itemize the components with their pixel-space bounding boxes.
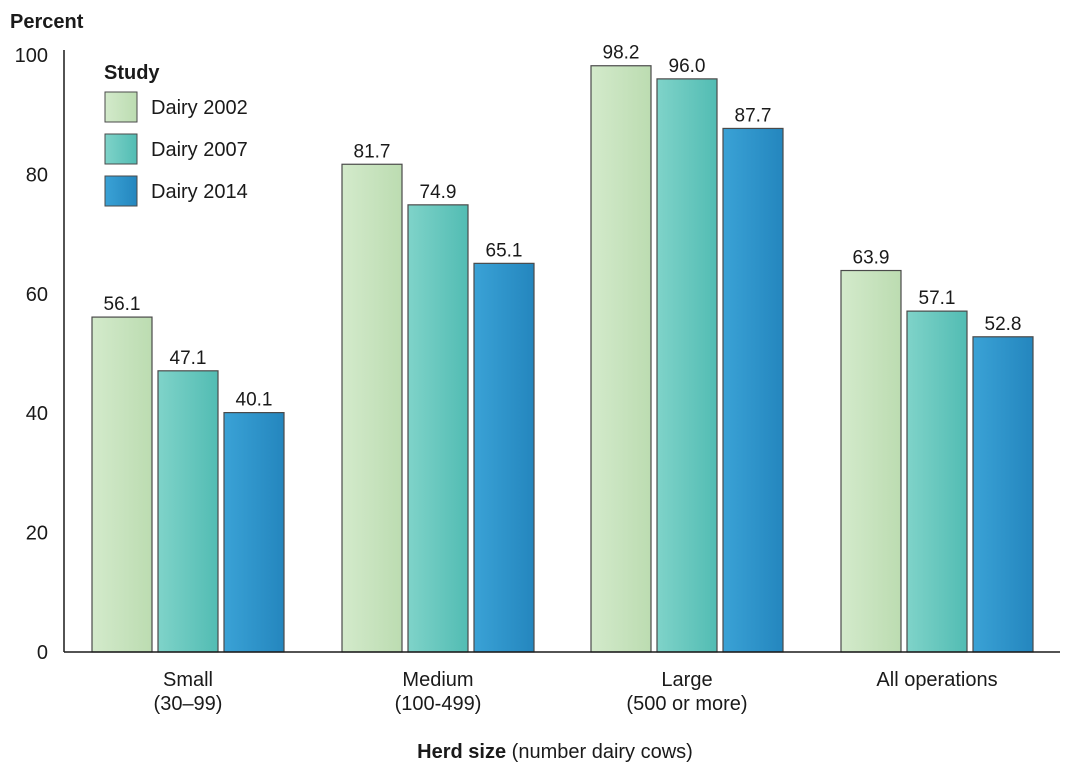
bar-dairy-2014	[972, 336, 1034, 653]
x-axis-label-bold: Herd size	[417, 741, 506, 763]
x-category-label-line: Medium	[402, 669, 473, 691]
x-axis-label: Herd size (number dairy cows)	[417, 741, 693, 763]
legend-entry-label: Dairy 2002	[151, 97, 248, 119]
x-category-label-line: (500 or more)	[626, 693, 747, 715]
y-tick-label: 60	[26, 284, 48, 306]
y-axis-ticks: 0 20 40 60 80 100	[15, 45, 48, 664]
legend-entry-label: Dairy 2007	[151, 139, 248, 161]
bar-dairy-2007	[906, 310, 968, 653]
y-axis-label: Percent	[10, 11, 84, 33]
legend-entry-label: Dairy 2014	[151, 181, 248, 203]
legend: Study Dairy 2002 Dairy 2007 Dairy 2014	[104, 62, 248, 207]
bar-dairy-2002	[341, 163, 403, 653]
bar-dairy-2014	[722, 127, 784, 653]
y-tick-label: 20	[26, 523, 48, 545]
data-labels-group: 56.1 81.7 98.2 63.9 47.1 74.9 96.0 57.1 40.1 65.1…	[104, 43, 1022, 411]
bar-dairy-2002	[590, 65, 652, 653]
x-axis-label-rest: (number dairy cows)	[506, 741, 693, 763]
legend-swatch	[104, 133, 138, 165]
bar-value-label: 52.8	[985, 314, 1022, 335]
bar-value-label: 47.1	[170, 348, 207, 369]
legend-swatch	[104, 175, 138, 207]
x-category-label-line: Large	[661, 669, 712, 691]
y-tick-label: 40	[26, 403, 48, 425]
x-category-label: Large (500 or more)	[626, 669, 747, 715]
x-category-label: Small (30–99)	[154, 669, 223, 715]
bar-dairy-2007	[656, 78, 718, 653]
x-category-label: All operations	[876, 669, 997, 691]
bar-value-label: 87.7	[735, 105, 772, 126]
bar-series-group	[91, 65, 1034, 653]
bar-dairy-2007	[157, 370, 219, 653]
bar-dairy-2014	[223, 412, 285, 653]
y-tick-label: 100	[15, 45, 48, 67]
x-category-label-line: (30–99)	[154, 693, 223, 715]
y-tick-label: 0	[37, 642, 48, 664]
y-tick-label: 80	[26, 164, 48, 186]
bar-value-label: 65.1	[486, 240, 523, 261]
legend-title: Study	[104, 62, 160, 84]
legend-swatch	[104, 91, 138, 123]
bar-value-label: 74.9	[420, 182, 457, 203]
bar-value-label: 63.9	[853, 248, 890, 269]
x-category-label-line: Small	[163, 669, 213, 691]
bar-value-label: 98.2	[603, 43, 640, 64]
bar-dairy-2002	[840, 269, 902, 653]
bar-dairy-2014	[473, 262, 535, 653]
x-category-label-line: (100-499)	[395, 693, 482, 715]
x-category-label-line: All operations	[876, 669, 997, 691]
x-category-label: Medium (100-499)	[395, 669, 482, 715]
bar-value-label: 57.1	[919, 288, 956, 309]
bar-value-label: 81.7	[354, 141, 391, 162]
legend-items: Dairy 2002 Dairy 2007 Dairy 2014	[104, 91, 248, 207]
category-labels-group: Small (30–99) Medium (100-499) Large (500 or …	[154, 669, 998, 715]
bar-dairy-2007	[407, 204, 469, 653]
bar-dairy-2002	[91, 316, 153, 653]
bar-value-label: 96.0	[669, 56, 706, 77]
bar-value-label: 40.1	[236, 390, 273, 411]
bar-value-label: 56.1	[104, 294, 141, 315]
